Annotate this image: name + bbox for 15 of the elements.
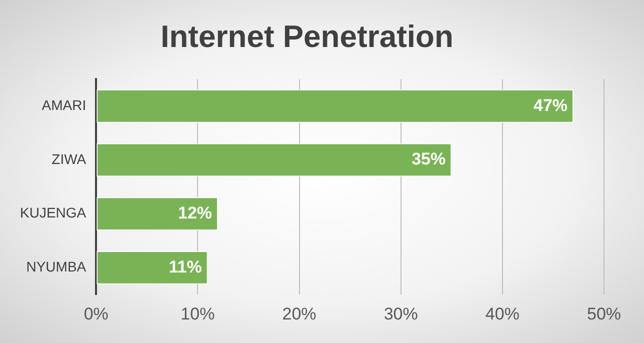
y-tick-label: NYUMBA <box>26 258 87 275</box>
chart-title: Internet Penetration <box>160 19 454 54</box>
y-tick-label: KUJENGA <box>20 204 87 221</box>
y-tick-label: AMARI <box>42 96 86 113</box>
x-tick-label: 0% <box>84 304 108 324</box>
data-label: 35% <box>412 150 446 169</box>
x-tick-label: 50% <box>586 304 622 324</box>
y-tick-label: ZIWA <box>52 150 87 167</box>
x-tick-label: 10% <box>180 304 215 324</box>
data-label: 47% <box>533 96 568 115</box>
data-label: 12% <box>178 204 212 223</box>
x-tick-label: 20% <box>282 304 316 324</box>
x-tick-label: 30% <box>384 304 418 324</box>
x-tick-label: 40% <box>485 304 520 324</box>
data-label: 11% <box>168 257 202 276</box>
